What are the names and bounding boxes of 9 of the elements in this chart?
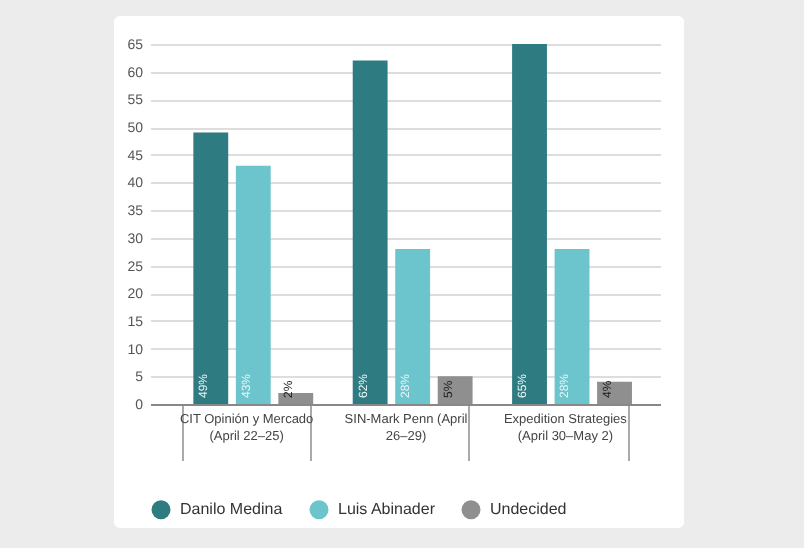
legend-label: Danilo Medina: [180, 499, 284, 518]
bar: [352, 60, 388, 404]
legend-label: Luis Abinader: [338, 499, 436, 518]
bar: [512, 44, 547, 404]
legend-label: Undecided: [490, 499, 567, 518]
bar: [554, 248, 590, 404]
bar: [395, 248, 431, 404]
bar: [193, 132, 229, 404]
bar: [235, 165, 271, 404]
